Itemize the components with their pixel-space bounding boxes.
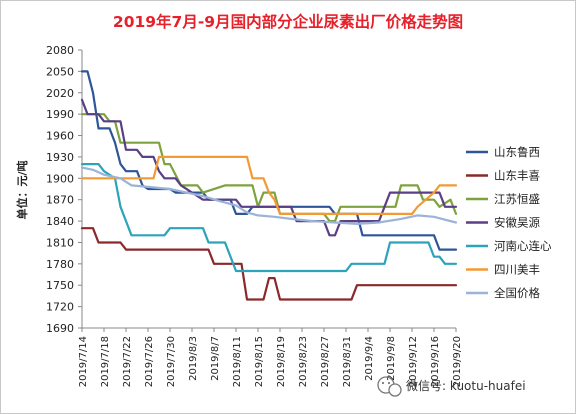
x-tick-label: 2019/8/19 (276, 336, 287, 387)
x-tick-label: 2019/8/15 (254, 336, 265, 387)
x-tick-label: 2019/9/12 (408, 336, 419, 387)
legend-label: 山东丰喜 (494, 169, 540, 183)
series-line-4 (80, 98, 458, 237)
watermark: 微信号: kuotu-huafei (377, 376, 526, 397)
x-tick-label: 2019/8/11 (232, 336, 243, 387)
x-tick-label: 2019/7/30 (166, 336, 177, 387)
y-tick-label: 1930 (46, 151, 74, 164)
legend-label: 河南心连心 (494, 239, 552, 253)
x-tick-label: 2019/9/16 (430, 336, 441, 387)
y-tick-label: 1870 (46, 194, 74, 207)
y-tick-label: 2080 (46, 44, 74, 57)
y-tick-label: 1810 (46, 236, 74, 249)
y-axis-label: 单位：元/吨 (15, 160, 29, 219)
y-tick-label: 1990 (46, 108, 74, 121)
x-tick-label: 2019/8/27 (320, 336, 331, 387)
legend-label: 山东鲁西 (494, 145, 540, 159)
legend-label: 全国价格 (494, 286, 540, 300)
x-tick-label: 2019/9/8 (386, 336, 397, 381)
x-tick-label: 2019/7/14 (78, 336, 89, 387)
series-lines (80, 70, 458, 301)
legend-label: 江苏恒盛 (494, 192, 540, 206)
x-tick-label: 2019/9/20 (452, 336, 463, 387)
y-tick-label: 1720 (46, 301, 74, 314)
wechat-icon (377, 376, 402, 397)
y-axis: 1690 1720 1750 1780 1810 1840 1870 1900 1930 1960… (46, 44, 83, 335)
legend-label: 安徽昊源 (494, 216, 540, 230)
series-line-3 (80, 113, 458, 223)
x-tick-label: 2019/7/18 (100, 336, 111, 387)
x-tick-label: 2019/8/3 (188, 336, 199, 381)
y-tick-label: 1780 (46, 258, 74, 271)
x-axis: 2019/7/14 2019/7/18 2019/7/22 2019/7/26 2019… (78, 327, 463, 387)
series-line-7 (80, 166, 458, 225)
y-tick-label: 1900 (46, 172, 74, 185)
y-tick-label: 2020 (46, 87, 74, 100)
y-tick-label: 1690 (46, 322, 74, 335)
x-tick-label: 2019/8/23 (298, 336, 309, 387)
series-line-5 (80, 163, 458, 273)
series-line-6 (80, 155, 458, 215)
y-tick-label: 1840 (46, 215, 74, 228)
y-tick-label: 1960 (46, 130, 74, 143)
x-tick-label: 2019/7/22 (122, 336, 133, 387)
x-tick-label: 2019/8/7 (210, 336, 221, 381)
y-tick-label: 1750 (46, 279, 74, 292)
series-line-2 (80, 227, 458, 301)
x-tick-label: 2019/7/26 (144, 336, 155, 387)
x-tick-label: 2019/8/31 (342, 336, 353, 387)
x-tick-label: 2019/9/4 (364, 336, 375, 381)
y-tick-label: 2050 (46, 65, 74, 78)
watermark-text: 微信号: kuotu-huafei (406, 379, 526, 393)
legend-label: 四川美丰 (494, 263, 540, 277)
chart-title: 2019年7月-9月国内部分企业尿素出厂价格走势图 (113, 12, 463, 31)
